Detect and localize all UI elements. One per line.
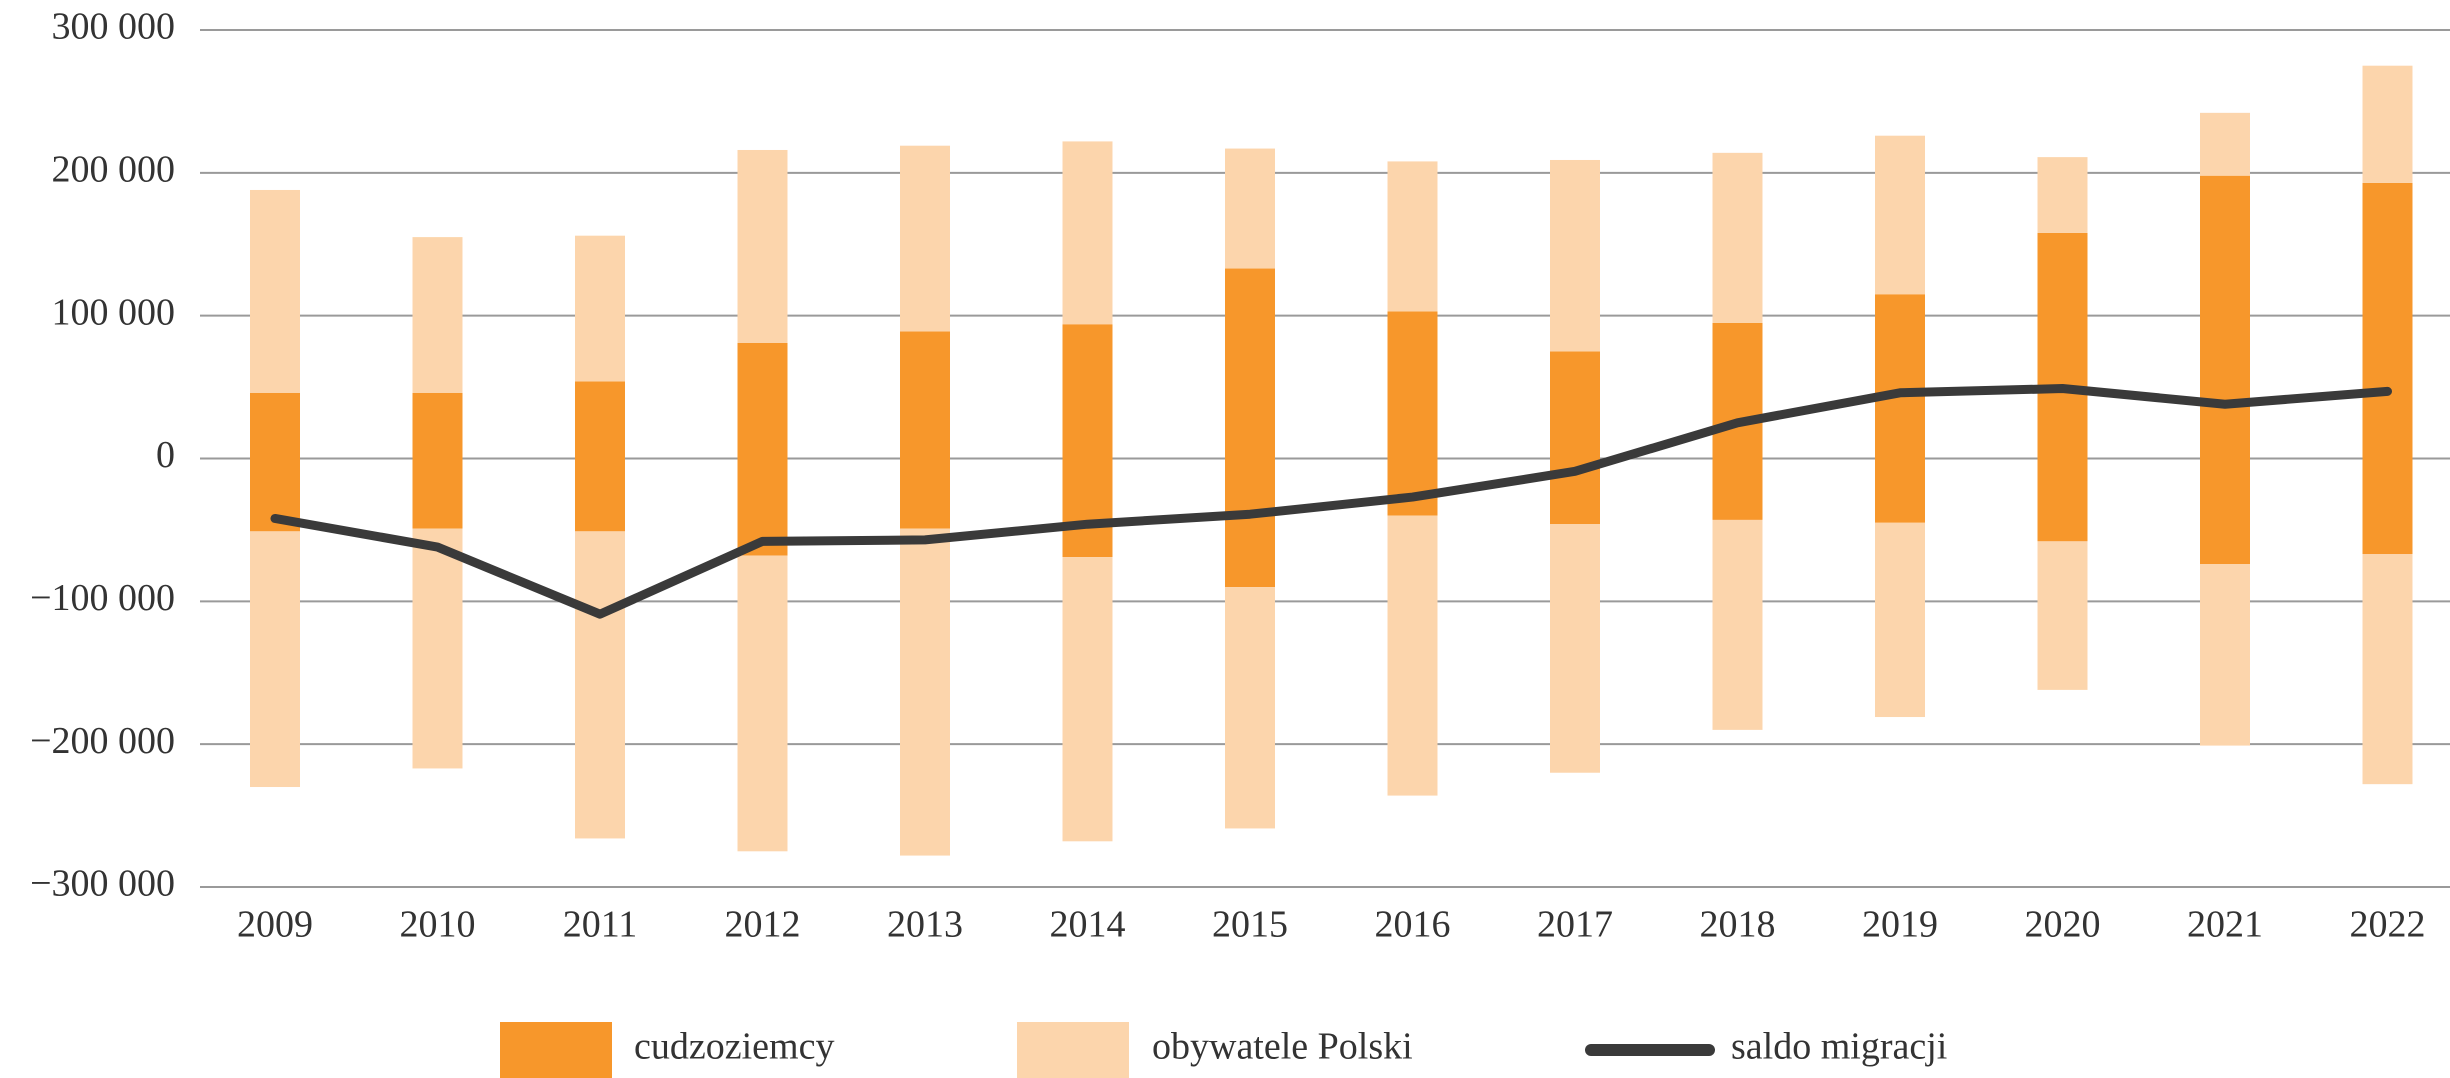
x-tick-label: 2015 bbox=[1212, 904, 1288, 946]
bar-negative bbox=[2037, 458, 2088, 542]
bar-negative bbox=[900, 458, 950, 529]
bar-positive bbox=[1225, 148, 1275, 269]
bar-negative bbox=[737, 555, 788, 852]
bar-negative bbox=[2362, 554, 2413, 785]
bar-negative bbox=[575, 458, 625, 532]
x-tick-label: 2011 bbox=[563, 904, 638, 946]
bar-negative bbox=[1712, 519, 1763, 730]
y-tick-label: 0 bbox=[156, 434, 175, 476]
bar-positive bbox=[1387, 161, 1438, 312]
bar-positive bbox=[250, 392, 300, 459]
x-tick-label: 2014 bbox=[1050, 904, 1126, 946]
x-tick-label: 2019 bbox=[1862, 904, 1938, 946]
bar-positive bbox=[1062, 141, 1113, 325]
y-tick-label: −200 000 bbox=[30, 720, 175, 762]
bar-negative bbox=[2037, 541, 2088, 690]
bar-positive bbox=[2200, 112, 2250, 176]
x-tick-label: 2018 bbox=[1700, 904, 1776, 946]
bar-negative bbox=[1712, 458, 1763, 520]
y-tick-label: −100 000 bbox=[30, 577, 175, 619]
bar-positive bbox=[412, 392, 463, 459]
x-tick-label: 2021 bbox=[2187, 904, 2263, 946]
x-tick-label: 2010 bbox=[400, 904, 476, 946]
bar-negative bbox=[900, 528, 950, 856]
y-tick-label: 300 000 bbox=[52, 6, 176, 48]
bar-positive bbox=[1062, 324, 1113, 459]
bar-positive bbox=[2362, 65, 2413, 183]
x-tick-label: 2016 bbox=[1375, 904, 1451, 946]
x-tick-label: 2009 bbox=[237, 904, 313, 946]
bar-negative bbox=[1062, 557, 1113, 842]
bar-negative bbox=[1875, 458, 1925, 523]
bar-negative bbox=[2362, 458, 2413, 555]
x-tick-label: 2022 bbox=[2350, 904, 2426, 946]
bar-positive bbox=[900, 331, 950, 459]
bar-negative bbox=[1550, 524, 1600, 773]
y-tick-label: 100 000 bbox=[52, 291, 176, 333]
bar-positive bbox=[1387, 311, 1438, 459]
bar-positive bbox=[1550, 351, 1600, 459]
bar-negative bbox=[1225, 587, 1275, 829]
bar-positive bbox=[250, 189, 300, 393]
bar-negative bbox=[2200, 564, 2250, 746]
bar-negative bbox=[250, 531, 300, 788]
bar-positive bbox=[575, 235, 625, 382]
bar-positive bbox=[1875, 135, 1925, 295]
bar-positive bbox=[1712, 152, 1763, 323]
y-tick-label: −300 000 bbox=[30, 863, 175, 905]
bar-negative bbox=[1225, 458, 1275, 588]
bar-negative bbox=[1387, 458, 1438, 516]
bar-negative bbox=[1387, 515, 1438, 796]
bar-negative bbox=[1062, 458, 1113, 558]
bar-negative bbox=[1875, 522, 1925, 718]
x-tick-label: 2012 bbox=[725, 904, 801, 946]
bar-positive bbox=[2037, 232, 2088, 459]
bar-negative bbox=[2200, 458, 2250, 565]
bar-positive bbox=[1550, 159, 1600, 352]
bar-positive bbox=[900, 145, 950, 332]
bar-negative bbox=[412, 528, 463, 769]
legend-swatch bbox=[500, 1022, 612, 1078]
legend-swatch bbox=[1017, 1022, 1129, 1078]
bar-positive bbox=[737, 342, 788, 459]
bar-positive bbox=[2200, 175, 2250, 459]
legend-label: saldo migracji bbox=[1731, 1026, 1947, 1068]
bar-positive bbox=[412, 237, 463, 393]
bar-positive bbox=[1225, 268, 1275, 459]
bar-positive bbox=[575, 381, 625, 459]
y-tick-label: 200 000 bbox=[52, 149, 176, 191]
bar-positive bbox=[1712, 322, 1763, 459]
bar-negative bbox=[412, 458, 463, 529]
x-tick-label: 2017 bbox=[1537, 904, 1613, 946]
bar-positive bbox=[1875, 294, 1925, 459]
x-tick-label: 2020 bbox=[2025, 904, 2101, 946]
line-series bbox=[270, 384, 2392, 619]
bar-positive bbox=[2362, 182, 2413, 459]
legend-label: obywatele Polski bbox=[1152, 1026, 1413, 1068]
legend-label: cudzoziemcy bbox=[634, 1026, 834, 1068]
bar-positive bbox=[2037, 157, 2088, 233]
bar-negative bbox=[575, 531, 625, 839]
bar-positive bbox=[737, 149, 788, 343]
x-tick-label: 2013 bbox=[887, 904, 963, 946]
